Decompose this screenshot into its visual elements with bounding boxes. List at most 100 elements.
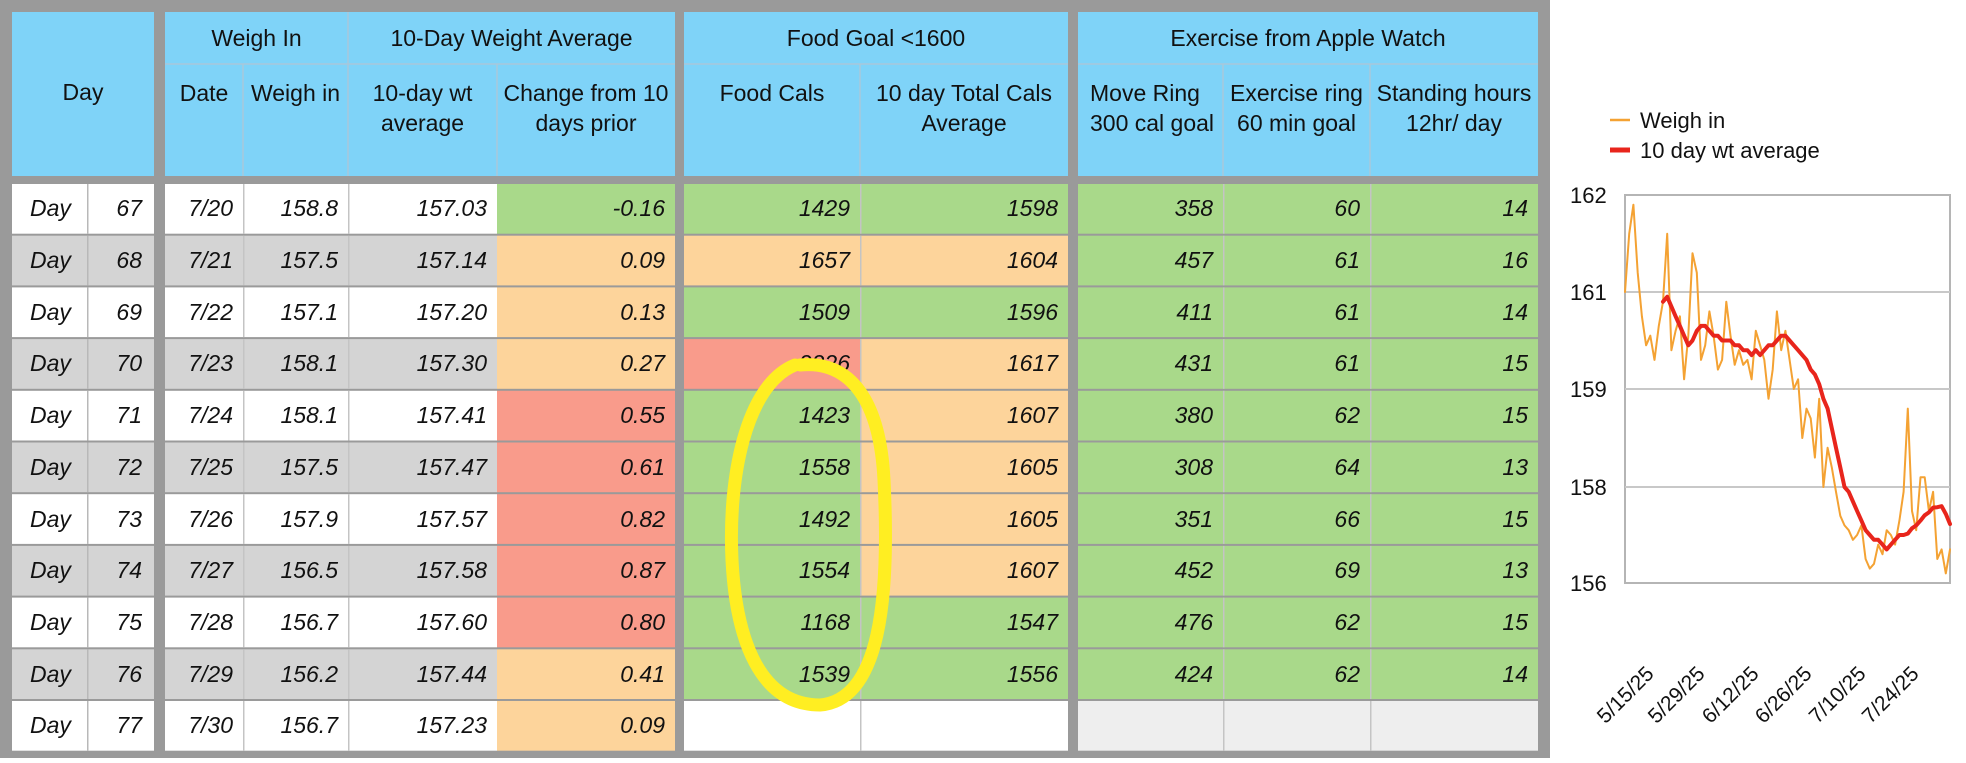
row-change[interactable]: 0.41: [620, 660, 665, 687]
row-total-cals[interactable]: [860, 701, 1068, 751]
row-exercise-ring[interactable]: 61: [1334, 247, 1360, 274]
row-day-label[interactable]: Day: [30, 453, 71, 480]
row-standing-hours[interactable]: 15: [1502, 608, 1528, 635]
row-food-cals[interactable]: 1554: [798, 557, 850, 584]
row-total-cals[interactable]: 1604: [1006, 247, 1058, 274]
row-standing-hours[interactable]: 15: [1502, 402, 1528, 429]
row-total-cals[interactable]: 1607: [1006, 557, 1058, 584]
row-10day-avg[interactable]: 157.60: [416, 608, 487, 635]
row-move-ring[interactable]: [1078, 701, 1223, 751]
row-move-ring[interactable]: 358: [1174, 195, 1213, 222]
row-day-label[interactable]: Day: [30, 402, 71, 429]
row-total-cals[interactable]: 1598: [1006, 195, 1058, 222]
row-weigh-in[interactable]: 157.5: [280, 453, 338, 480]
row-move-ring[interactable]: 411: [1176, 298, 1213, 325]
row-weigh-in[interactable]: 157.9: [280, 505, 338, 532]
row-date[interactable]: 7/23: [188, 350, 233, 377]
row-10day-avg[interactable]: 157.41: [416, 402, 487, 429]
row-food-cals[interactable]: 1539: [798, 660, 850, 687]
row-weigh-in[interactable]: 156.7: [280, 712, 338, 739]
row-weigh-in[interactable]: 158.1: [280, 402, 338, 429]
row-move-ring[interactable]: 424: [1174, 660, 1213, 687]
row-total-cals[interactable]: 1556: [1006, 660, 1058, 687]
row-day-number[interactable]: 72: [116, 453, 142, 480]
row-food-cals[interactable]: 1168: [800, 608, 850, 635]
row-total-cals[interactable]: 1605: [1006, 505, 1058, 532]
row-exercise-ring[interactable]: 62: [1334, 402, 1360, 429]
row-standing-hours[interactable]: 14: [1502, 195, 1528, 222]
row-day-label[interactable]: Day: [30, 505, 71, 532]
row-total-cals[interactable]: 1617: [1006, 350, 1058, 377]
row-standing-hours[interactable]: 13: [1502, 453, 1528, 480]
row-total-cals[interactable]: 1596: [1006, 298, 1058, 325]
row-change[interactable]: 0.09: [620, 247, 665, 274]
row-total-cals[interactable]: 1607: [1006, 402, 1058, 429]
row-date[interactable]: 7/20: [188, 195, 233, 222]
row-day-number[interactable]: 68: [116, 247, 142, 274]
row-standing-hours[interactable]: 13: [1502, 557, 1528, 584]
row-date[interactable]: 7/25: [188, 453, 233, 480]
row-day-label[interactable]: Day: [30, 298, 71, 325]
row-day-label[interactable]: Day: [30, 195, 71, 222]
row-change[interactable]: 0.09: [620, 712, 665, 739]
row-10day-avg[interactable]: 157.30: [416, 350, 487, 377]
row-day-number[interactable]: 67: [116, 195, 142, 222]
row-standing-hours[interactable]: 15: [1502, 350, 1528, 377]
row-day-label[interactable]: Day: [30, 608, 71, 635]
row-food-cals[interactable]: [684, 701, 860, 751]
row-day-number[interactable]: 70: [116, 350, 142, 377]
row-weigh-in[interactable]: 156.2: [280, 660, 338, 687]
row-food-cals[interactable]: 1429: [798, 195, 850, 222]
row-day-label[interactable]: Day: [30, 660, 71, 687]
row-10day-avg[interactable]: 157.20: [416, 298, 487, 325]
row-move-ring[interactable]: 452: [1174, 557, 1213, 584]
row-exercise-ring[interactable]: 66: [1334, 505, 1360, 532]
row-day-number[interactable]: 69: [116, 298, 142, 325]
row-food-cals[interactable]: 1558: [798, 453, 850, 480]
row-10day-avg[interactable]: 157.03: [416, 195, 487, 222]
row-day-number[interactable]: 71: [116, 402, 142, 429]
row-date[interactable]: 7/24: [188, 402, 233, 429]
row-food-cals[interactable]: 2226: [798, 350, 850, 377]
row-exercise-ring[interactable]: 64: [1334, 453, 1360, 480]
row-move-ring[interactable]: 457: [1174, 247, 1213, 274]
row-weigh-in[interactable]: 158.1: [280, 350, 338, 377]
row-food-cals[interactable]: 1509: [798, 298, 850, 325]
row-move-ring[interactable]: 380: [1174, 402, 1213, 429]
row-standing-hours[interactable]: 16: [1502, 247, 1528, 274]
row-day-label[interactable]: Day: [30, 557, 71, 584]
row-date[interactable]: 7/21: [188, 247, 233, 274]
row-change[interactable]: 0.13: [620, 298, 665, 325]
row-10day-avg[interactable]: 157.58: [416, 557, 487, 584]
row-food-cals[interactable]: 1492: [798, 505, 850, 532]
row-day-label[interactable]: Day: [30, 247, 71, 274]
row-standing-hours[interactable]: [1370, 701, 1538, 751]
row-weigh-in[interactable]: 157.1: [280, 298, 338, 325]
row-day-number[interactable]: 76: [116, 660, 142, 687]
row-day-label[interactable]: Day: [30, 712, 71, 739]
row-move-ring[interactable]: 308: [1174, 453, 1213, 480]
row-exercise-ring[interactable]: 62: [1334, 608, 1360, 635]
row-exercise-ring[interactable]: 62: [1334, 660, 1360, 687]
row-date[interactable]: 7/26: [188, 505, 233, 532]
row-standing-hours[interactable]: 15: [1502, 505, 1528, 532]
row-weigh-in[interactable]: 156.7: [280, 608, 338, 635]
row-exercise-ring[interactable]: [1223, 701, 1370, 751]
row-change[interactable]: 0.80: [620, 608, 665, 635]
row-exercise-ring[interactable]: 69: [1334, 557, 1360, 584]
row-date[interactable]: 7/27: [188, 557, 233, 584]
row-day-label[interactable]: Day: [30, 350, 71, 377]
row-move-ring[interactable]: 351: [1174, 505, 1213, 532]
row-standing-hours[interactable]: 14: [1502, 660, 1528, 687]
row-date[interactable]: 7/22: [188, 298, 233, 325]
row-10day-avg[interactable]: 157.57: [416, 505, 487, 532]
row-weigh-in[interactable]: 156.5: [280, 557, 338, 584]
row-10day-avg[interactable]: 157.47: [416, 453, 487, 480]
row-day-number[interactable]: 75: [116, 608, 142, 635]
row-change[interactable]: 0.55: [620, 402, 665, 429]
row-change[interactable]: 0.82: [620, 505, 665, 532]
row-change[interactable]: 0.27: [620, 350, 665, 377]
row-standing-hours[interactable]: 14: [1502, 298, 1528, 325]
row-change[interactable]: -0.16: [612, 195, 665, 222]
row-total-cals[interactable]: 1547: [1006, 608, 1058, 635]
